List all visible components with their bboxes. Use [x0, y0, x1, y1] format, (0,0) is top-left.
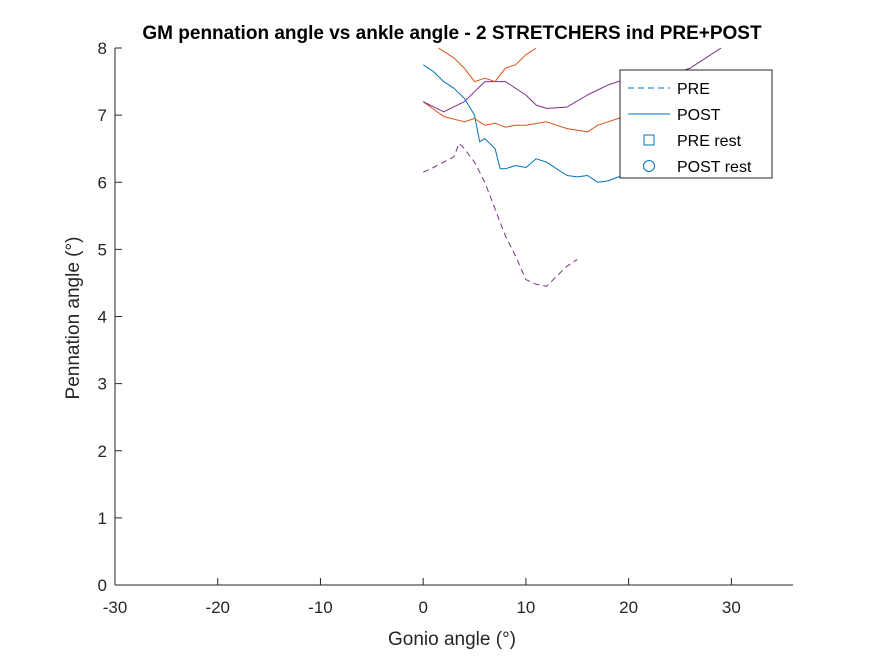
chart-title: GM pennation angle vs ankle angle - 2 ST…: [142, 23, 762, 44]
y-tick-label: 0: [98, 576, 107, 595]
legend-entry-post-rest-swatch: [643, 160, 655, 172]
series-line-3: [422, 101, 629, 133]
legend-entry-post-label: POST: [677, 107, 721, 124]
y-axis-label: Pennation angle (°): [63, 237, 84, 400]
x-tick-label: 30: [722, 598, 741, 617]
x-tick-label: -10: [308, 598, 333, 617]
x-tick-label: -30: [103, 598, 128, 617]
series-line-5: [438, 47, 537, 83]
y-tick-label: 5: [98, 240, 107, 259]
legend-entry-post-rest-label: POST rest: [677, 159, 752, 176]
y-tick-label: 8: [98, 39, 107, 58]
legend-entry-pre-label: PRE: [677, 81, 710, 98]
y-tick-label: 4: [98, 308, 107, 327]
axes: -30 -20 -10 0 10 20 30 0 1 2 3 4 5 6 7 8: [98, 39, 793, 617]
legend-box: [619, 69, 773, 179]
series-line-2: [422, 64, 629, 183]
y-tick-label: 3: [98, 375, 107, 394]
x-tick-label: 20: [619, 598, 638, 617]
legend: PRE POST PRE rest POST rest: [619, 69, 773, 179]
x-tick-label: -20: [205, 598, 230, 617]
y-tick-label: 6: [98, 173, 107, 192]
y-tick-label: 7: [98, 106, 107, 125]
legend-entry-pre-rest-label: PRE rest: [677, 133, 742, 150]
x-axis-label: Gonio angle (°): [388, 629, 516, 650]
series-line-1: [422, 142, 578, 287]
x-tick-label: 10: [516, 598, 535, 617]
y-tick-label: 1: [98, 509, 107, 528]
y-tick-label: 2: [98, 442, 107, 461]
legend-entry-pre-rest-swatch: [643, 134, 655, 146]
x-tick-label: 0: [418, 598, 427, 617]
